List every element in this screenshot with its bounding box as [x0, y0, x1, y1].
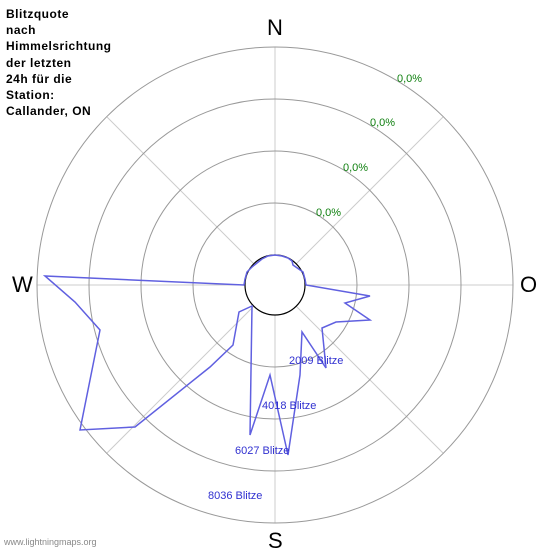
ring-label-4: 0,0%: [397, 73, 422, 85]
strike-label-1: 2009 Blitze: [289, 355, 343, 367]
ring-label-1: 0,0%: [316, 207, 341, 219]
cardinal-w: W: [12, 272, 33, 298]
chart-title: Blitzquote nach Himmelsrichtung der letz…: [6, 6, 112, 119]
strike-label-4: 8036 Blitze: [208, 490, 262, 502]
strike-label-2: 4018 Blitze: [262, 400, 316, 412]
ring-label-3: 0,0%: [370, 117, 395, 129]
cardinal-n: N: [267, 15, 283, 41]
strike-label-3: 6027 Blitze: [235, 445, 289, 457]
cardinal-s: S: [268, 528, 283, 554]
footer-credit: www.lightningmaps.org: [4, 537, 97, 547]
ring-label-2: 0,0%: [343, 162, 368, 174]
cardinal-e: O: [520, 272, 537, 298]
